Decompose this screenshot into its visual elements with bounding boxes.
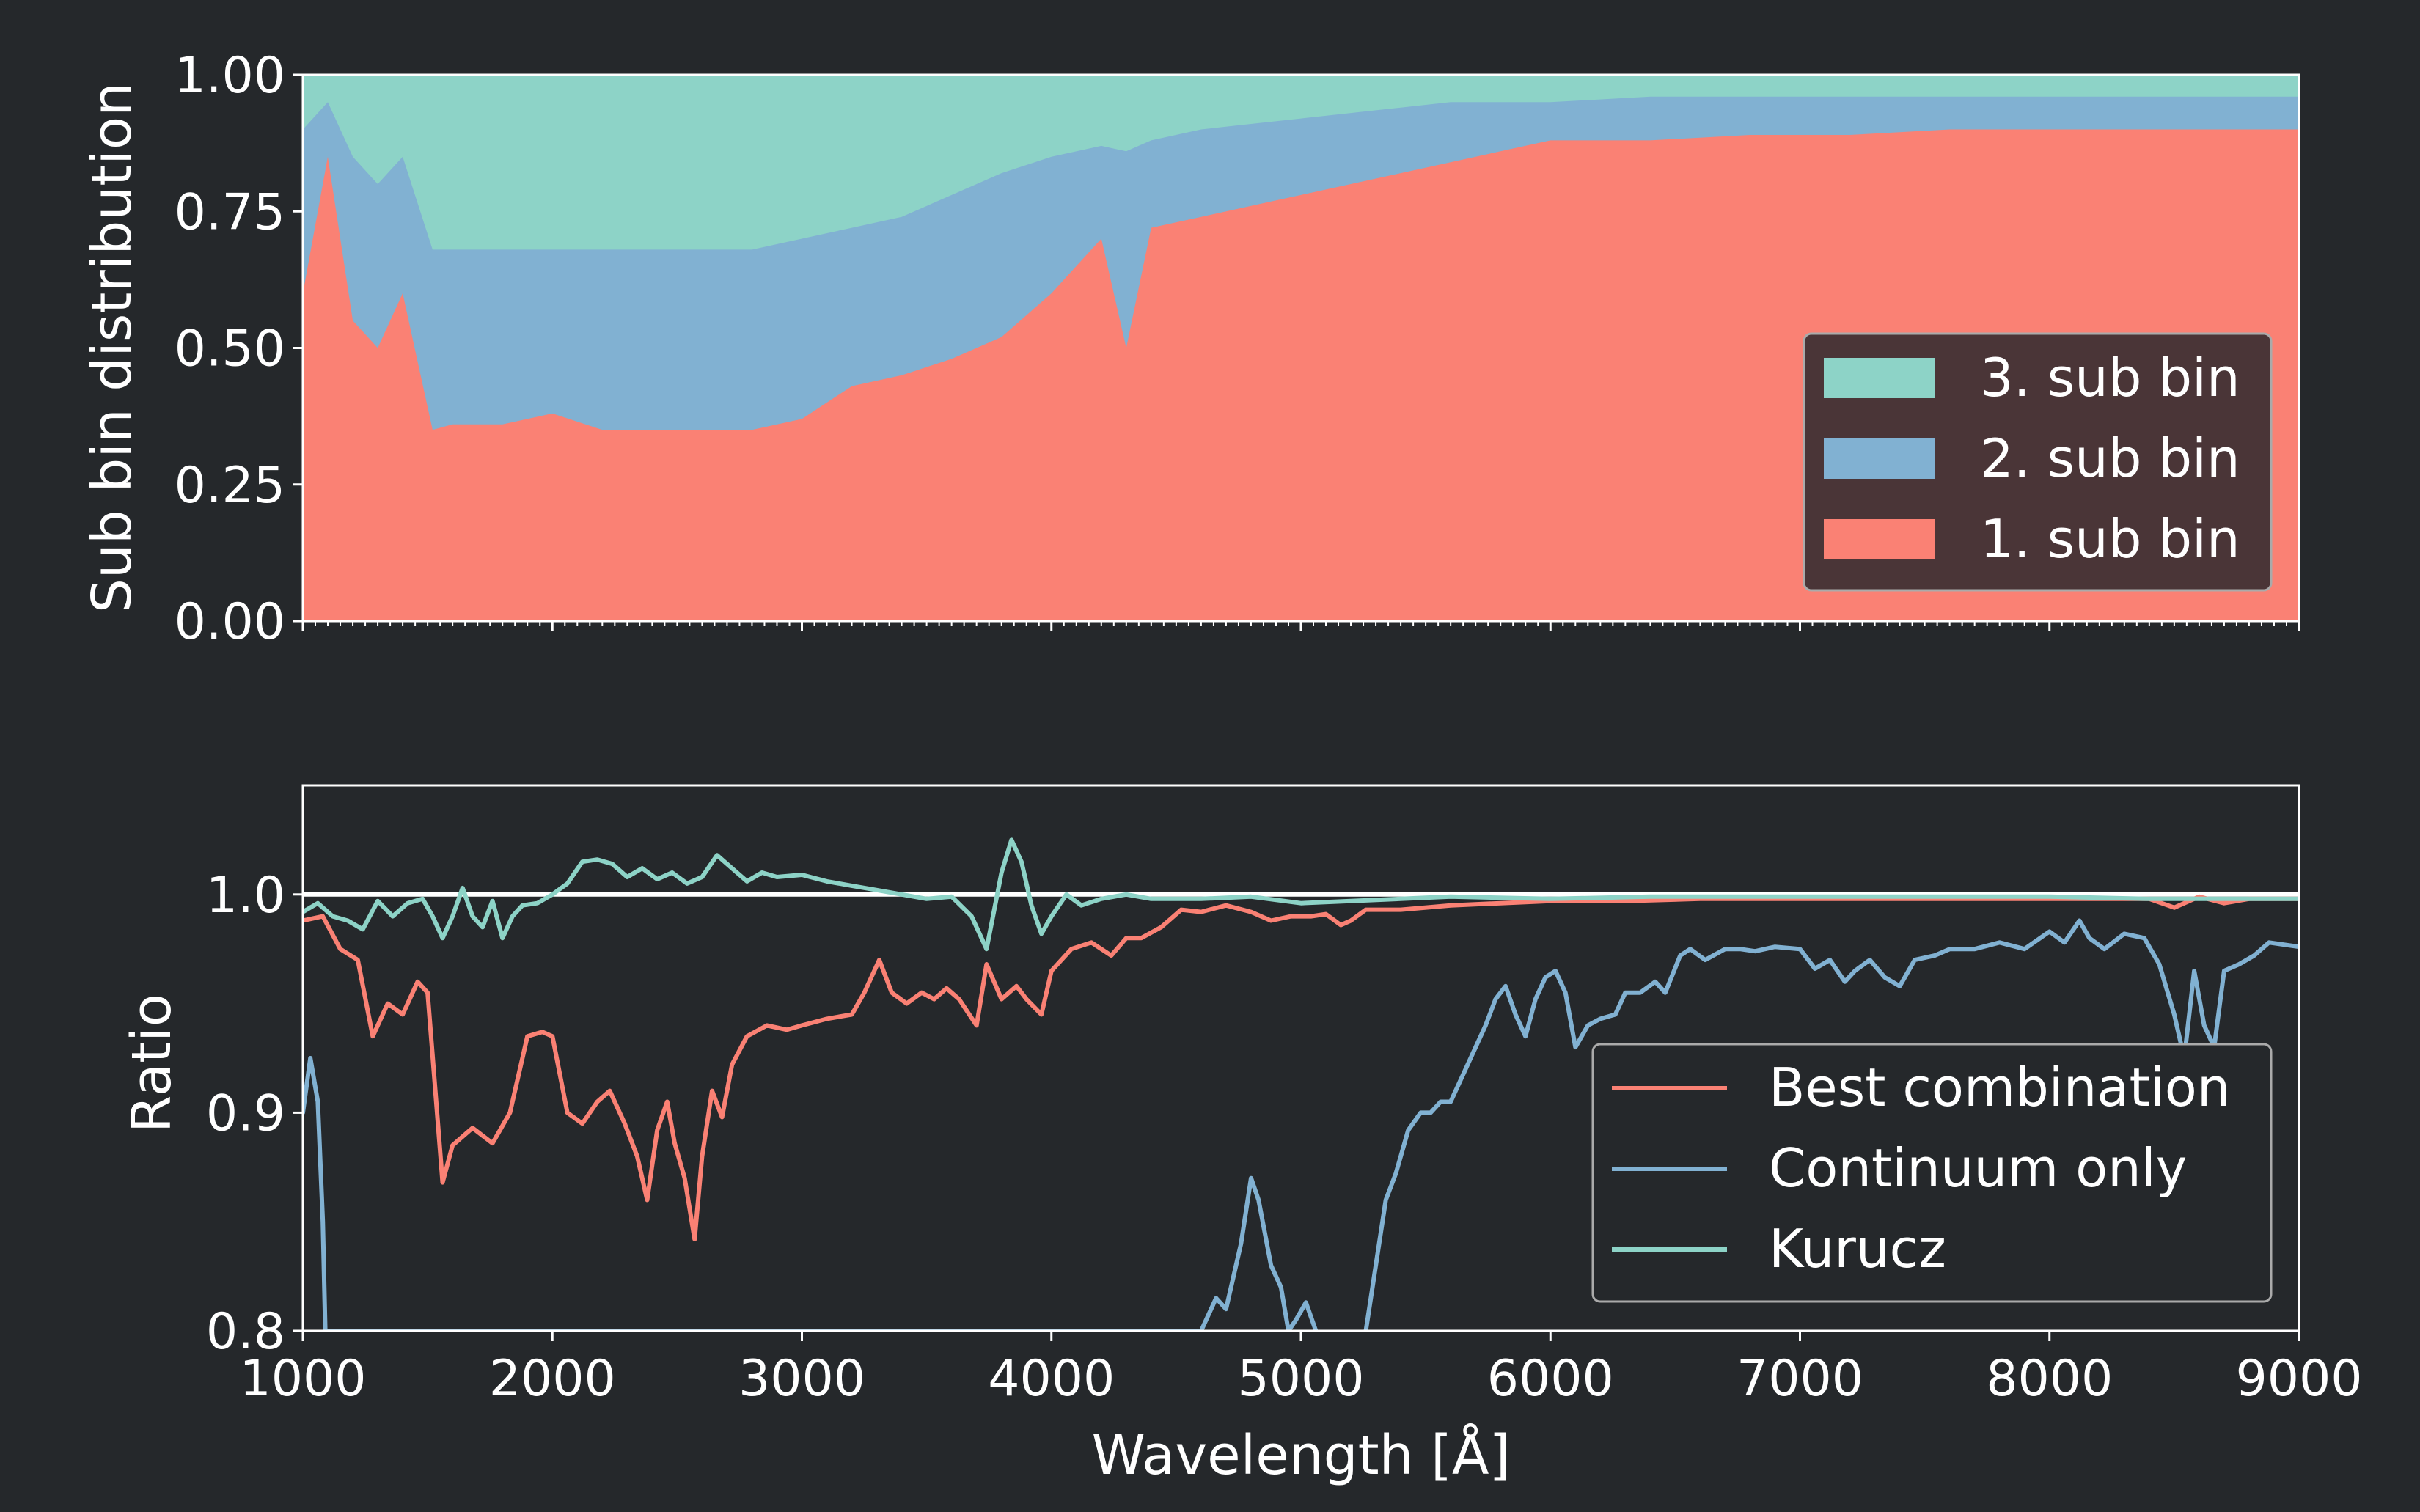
top-y-ticks: 0.00 0.25 0.50 0.75 1.00 [175, 47, 303, 651]
legend-label-kurucz: Kurucz [1769, 1218, 1946, 1280]
top-y-tick-label: 0.50 [175, 320, 285, 378]
bottom-y-axis-label: Ratio [120, 994, 183, 1133]
top-y-tick-label: 0.00 [175, 593, 285, 651]
legend-swatch-sub-bin-1 [1824, 519, 1935, 559]
legend-label-sub-bin-3: 3. sub bin [1980, 347, 2240, 408]
bottom-y-tick-label: 0.9 [206, 1085, 285, 1142]
area-sub-bin-1 [303, 129, 2299, 621]
legend-label-continuum-only: Continuum only [1769, 1137, 2187, 1199]
bottom-legend: Best combination Continuum only Kurucz [1591, 1043, 2273, 1303]
bottom-legend-box [1591, 1043, 2273, 1303]
top-x-ticks [301, 621, 2300, 631]
bottom-x-tick-label: 8000 [1986, 1350, 2113, 1408]
top-y-axis-label: Sub bin distribution [81, 82, 144, 613]
top-y-tick-label: 1.00 [175, 47, 285, 105]
ratio-panel: 1000 2000 3000 4000 5000 6000 7000 8000 9000 0.8… [120, 784, 2363, 1487]
sub-bin-distribution-panel: 0.00 0.25 0.50 0.75 1.00 Sub bin distributio… [81, 47, 2300, 651]
legend-label-sub-bin-1: 1. sub bin [1980, 508, 2240, 570]
bottom-x-tick-label: 3000 [738, 1350, 865, 1408]
series-kurucz [303, 837, 2299, 952]
bottom-y-tick-label: 1.0 [206, 867, 285, 925]
bottom-y-tick-label: 0.8 [206, 1303, 285, 1361]
x-axis-label: Wavelength [Å] [1092, 1423, 1511, 1487]
series-continuum-only [303, 918, 2299, 1331]
legend-label-sub-bin-2: 2. sub bin [1980, 427, 2240, 489]
bottom-x-tick-label: 7000 [1737, 1350, 1863, 1408]
bottom-x-tick-label: 1000 [239, 1350, 366, 1408]
bottom-x-tick-label: 9000 [2235, 1350, 2362, 1408]
bottom-x-ticks: 1000 2000 3000 4000 5000 6000 7000 8000 9000 [239, 1331, 2363, 1408]
bottom-x-tick-label: 6000 [1487, 1350, 1614, 1408]
bottom-x-tick-label: 5000 [1237, 1350, 1364, 1408]
bottom-x-tick-label: 2000 [489, 1350, 616, 1408]
top-legend: 3. sub bin 2. sub bin 1. sub bin [1803, 332, 2273, 592]
legend-swatch-sub-bin-2 [1824, 438, 1935, 479]
bottom-x-tick-label: 4000 [988, 1350, 1115, 1408]
legend-label-best-combination: Best combination [1769, 1057, 2230, 1118]
legend-swatch-sub-bin-3 [1824, 358, 1935, 398]
ratio-line-series [303, 837, 2299, 1331]
stacked-area-series [303, 75, 2299, 622]
top-y-tick-label: 0.75 [175, 183, 285, 241]
series-best-combination [303, 894, 2299, 1241]
top-y-tick-label: 0.25 [175, 457, 285, 515]
bottom-y-ticks: 0.8 0.9 1.0 [206, 867, 303, 1361]
